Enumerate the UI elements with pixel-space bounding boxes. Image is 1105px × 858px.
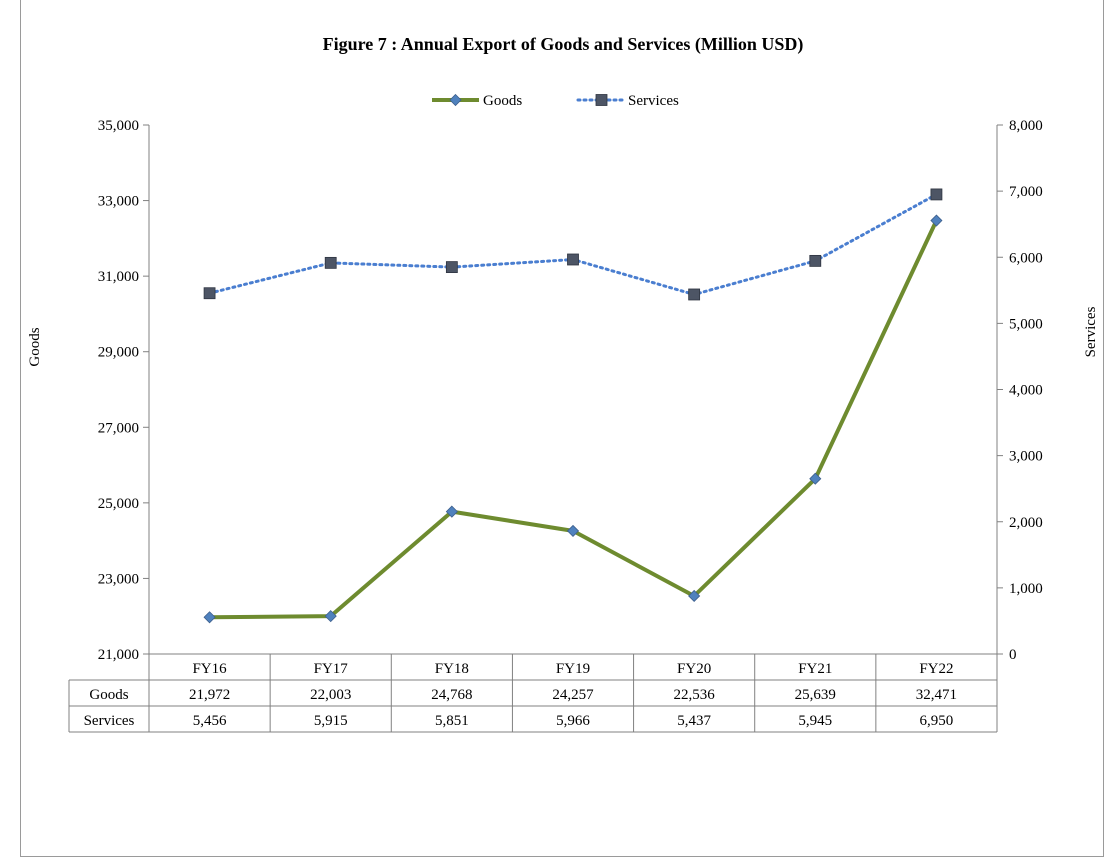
data-point-services [930,188,943,201]
x-tick-label: FY21 [798,661,832,677]
chart-title: Figure 7 : Annual Export of Goods and Se… [323,34,804,55]
y-axis-right-tick-label: 7,000 [1009,184,1043,200]
data-label: 6,950 [920,713,954,729]
y-axis-right-tick-label: 0 [1009,647,1017,663]
x-tick-label: FY19 [556,661,590,677]
data-point-services [688,288,701,301]
data-point-services [809,254,822,267]
data-point-goods [688,589,701,603]
y-axis-left-tick-label: 33,000 [98,194,139,210]
legend-label: Services [628,93,679,109]
legend-marker-services [595,94,608,106]
axes: 21,000 23,000 25,000 27,000 29,000 31,000 33,0… [98,118,1043,663]
y-axis-left-tick-label: 29,000 [98,345,139,361]
data-label: 5,966 [556,713,590,729]
data-point-goods [930,214,943,227]
y-axis-left-tick-label: 31,000 [98,269,139,285]
legend-marker-goods [449,93,462,107]
chart-frame: Figure 7 : Annual Export of Goods and Se… [20,0,1104,857]
data-label: 32,471 [916,687,957,703]
y-axis-left-tick-label: 25,000 [98,496,139,512]
table-series-name: Services [84,713,135,729]
series-line-services [208,192,938,296]
y-axis-left-tick-label: 35,000 [98,118,139,134]
data-label: 5,437 [677,713,711,729]
data-point-goods [324,610,337,623]
data-label: 5,945 [798,713,832,729]
data-label: 22,536 [674,687,716,703]
x-tick-label: FY20 [677,661,711,677]
legend-label: Goods [483,93,522,109]
y-axis-right-tick-label: 1,000 [1009,581,1043,597]
chart-canvas: Figure 7 : Annual Export of Goods and Se… [27,34,1099,733]
data-point-services [567,253,579,266]
y-axis-right-tick-label: 2,000 [1009,515,1043,531]
y-axis-left-title: Goods [27,327,43,366]
y-axis-right-title: Services [1083,306,1099,357]
data-point-goods [809,472,822,485]
data-point-goods [203,611,216,624]
x-tick-label: FY18 [435,661,469,677]
data-point-goods [566,524,580,537]
y-axis-left-tick-label: 23,000 [98,571,139,587]
y-axis-right-tick-label: 4,000 [1009,383,1043,399]
data-label: 22,003 [310,687,351,703]
table-series-name: Goods [89,687,128,703]
y-axis-right-tick-label: 8,000 [1009,118,1043,134]
data-label: 5,915 [314,713,348,729]
data-label: 5,851 [435,713,469,729]
legend: Goods Services [432,93,679,109]
x-tick-label: FY22 [919,661,953,677]
data-label: 24,257 [552,687,594,703]
y-axis-left-tick-label: 27,000 [98,420,139,436]
y-axis-right-tick-label: 5,000 [1009,316,1043,332]
x-tick-label: FY16 [192,661,227,677]
x-tick-label: FY17 [314,661,349,677]
data-point-services [445,261,458,274]
data-point-goods [445,505,458,518]
data-label: 24,768 [431,687,472,703]
y-axis-left-tick-label: 21,000 [98,647,139,663]
series-line-goods [209,219,939,620]
data-label: 25,639 [795,687,836,703]
series-layer [203,188,943,624]
data-point-services [203,287,216,300]
data-label: 21,972 [189,687,230,703]
y-axis-right-tick-label: 6,000 [1009,250,1043,266]
data-table: FY16 FY17 FY18 FY19 FY20 FY21 FY22 Goods 21,972 2… [68,653,998,733]
data-point-services [324,256,337,269]
y-axis-right-tick-label: 3,000 [1009,449,1043,465]
data-label: 5,456 [193,713,227,729]
